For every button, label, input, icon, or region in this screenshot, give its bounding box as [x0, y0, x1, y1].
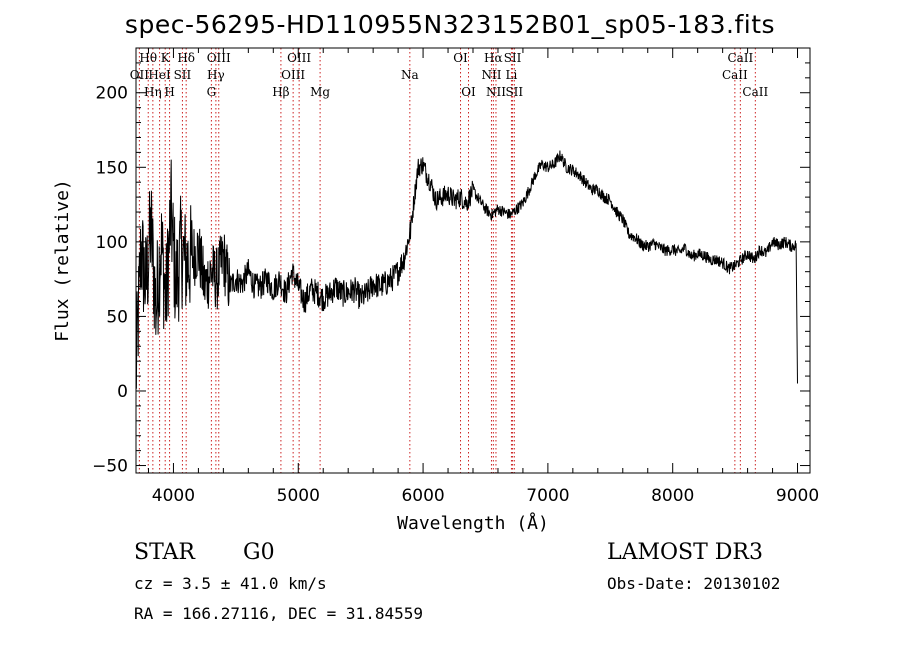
spectral-line-label: OIII — [281, 68, 305, 82]
x-tick-label: 9000 — [776, 486, 819, 506]
spectral-line-label: Hη — [144, 85, 162, 99]
x-tick-label: 8000 — [651, 486, 694, 506]
spectral-lines-layer — [138, 48, 756, 473]
axes-layer: 4000 5000 6000 7000 8000 9000 −50 0 50 100 150 200 W… — [52, 47, 819, 534]
spectral-line-label: OIII — [207, 51, 231, 65]
spectral-line-label: SII — [174, 68, 192, 82]
spectrum-line — [135, 150, 798, 389]
y-tick-label: 200 — [96, 84, 128, 104]
x-tick-label: 6000 — [401, 486, 444, 506]
object-subclass: G0 — [243, 540, 275, 565]
survey-label: LAMOST DR3 — [607, 540, 763, 565]
y-tick-label: −50 — [92, 457, 128, 477]
spectrum-layer — [135, 150, 798, 389]
spectral-line-label: H — [164, 85, 174, 99]
spectral-line-label: NII — [486, 85, 506, 99]
spectral-line-label: K — [161, 51, 171, 65]
spectral-line-label: Hα — [484, 51, 503, 65]
x-tick-label: 7000 — [526, 486, 569, 506]
spectral-line-label: CaII — [727, 51, 753, 65]
spectral-line-label: SII — [504, 51, 522, 65]
y-tick-label: 0 — [117, 382, 128, 402]
spectral-line-label: CaII — [742, 85, 768, 99]
y-tick-label: 50 — [106, 307, 128, 327]
y-tick-label: 150 — [96, 158, 128, 178]
spectral-line-label: CaII — [722, 68, 748, 82]
spectral-line-label: Mg — [310, 85, 330, 99]
spectral-line-label: OI — [453, 51, 468, 65]
object-class: STAR — [134, 540, 195, 565]
spectral-line-label: Na — [401, 68, 419, 82]
redshift-text: cz = 3.5 ± 41.0 km/s — [134, 574, 327, 593]
spectral-line-label: HeI — [148, 68, 171, 82]
spectral-line-label: Hδ — [177, 51, 195, 65]
spectral-line-label: NII — [481, 68, 501, 82]
spectral-line-label: G — [207, 85, 217, 99]
spectral-line-label: OII — [130, 68, 150, 82]
chart-title: spec-56295-HD110955N323152B01_sp05-183.f… — [124, 10, 776, 39]
spectral-line-label: Hβ — [272, 85, 289, 99]
spectral-line-label: Hγ — [207, 68, 225, 82]
x-tick-label: 4000 — [152, 486, 195, 506]
spectral-line-label: OIII — [287, 51, 311, 65]
spectral-line-label: OI — [461, 85, 476, 99]
y-axis-title: Flux (relative) — [52, 179, 73, 342]
spectral-line-label: Hθ — [139, 51, 157, 65]
spectral-line-label: SII — [505, 85, 523, 99]
x-tick-label: 5000 — [277, 486, 320, 506]
x-axis-title: Wavelength (Å) — [397, 512, 549, 534]
radec-text: RA = 166.27116, DEC = 31.84559 — [134, 604, 423, 623]
spectral-line-label: Li — [506, 68, 518, 82]
y-tick-label: 100 — [96, 233, 128, 253]
obs-date-text: Obs-Date: 20130102 — [607, 574, 781, 593]
line-labels-layer: OIIHθHηHeIKHSIIHδGHγOIIIHβOIIIOIIIMgNaOI… — [130, 51, 769, 99]
